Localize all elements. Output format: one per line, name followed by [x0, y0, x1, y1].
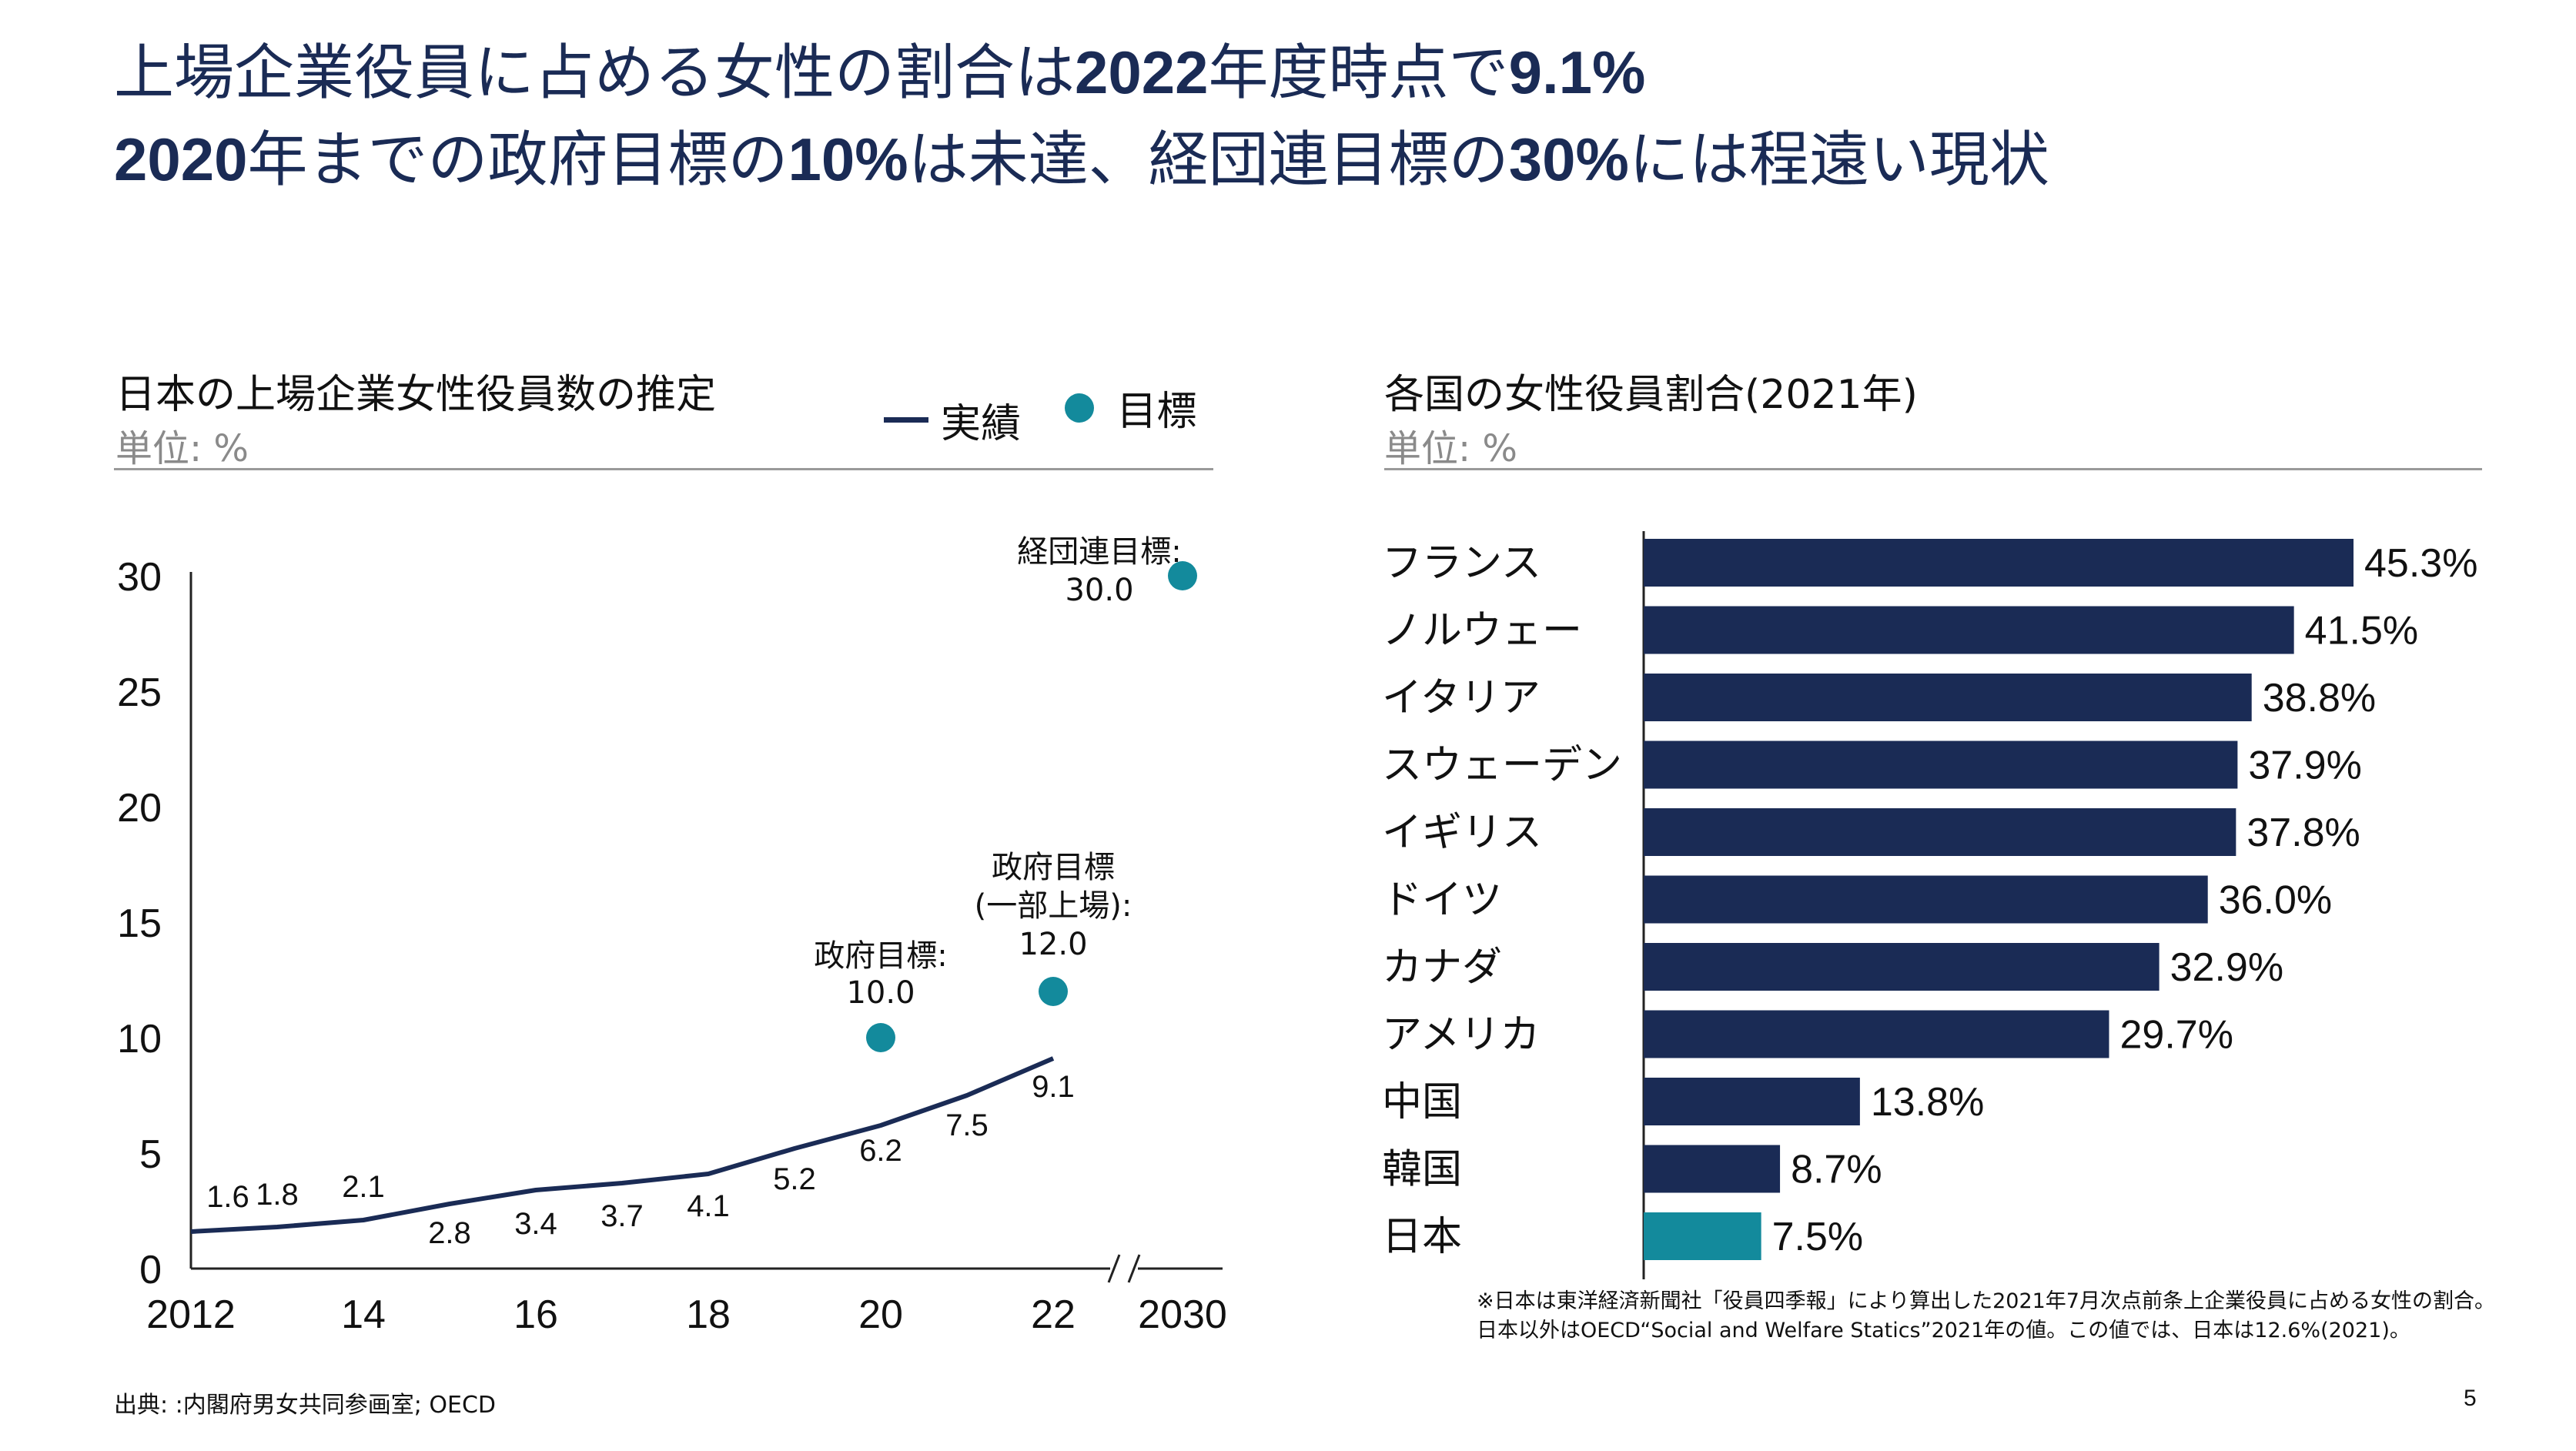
x-tick-label: 14 [341, 1292, 386, 1337]
target-label: (一部上場): [975, 888, 1132, 924]
bar-category-label: イギリス [1382, 810, 1542, 856]
page-headline: 上場企業役員に占める女性の割合は2022年度時点で9.1% 2020年までの政府… [114, 29, 2049, 203]
right-chart-unit: 単位: % [1384, 427, 1518, 470]
bar-value-label: 45.3% [2364, 541, 2477, 586]
legend-line-swatch [884, 416, 928, 423]
y-tick-label: 25 [117, 670, 162, 715]
bar [1644, 741, 2238, 789]
y-tick-label: 5 [139, 1132, 162, 1177]
data-label: 4.1 [687, 1189, 730, 1223]
bar-value-label: 37.8% [2246, 811, 2360, 855]
bar-category-label: 日本 [1382, 1214, 1462, 1260]
x-tick-label: 2012 [146, 1292, 236, 1337]
left-panel-rule [114, 468, 1213, 470]
legend-dot-swatch [1064, 393, 1094, 423]
target-label: 30.0 [1065, 573, 1133, 608]
footnote-line-2: 日本以外はOECD“Social and Welfare Statics”202… [1477, 1319, 2410, 1342]
left-chart-unit: 単位: % [115, 427, 249, 470]
x-tick-label: 16 [514, 1292, 558, 1337]
bar-value-label: 38.8% [2263, 676, 2376, 720]
target-marker [1168, 561, 1197, 590]
headline-line-1: 上場企業役員に占める女性の割合は2022年度時点で9.1% [114, 38, 1646, 108]
bar-value-label: 36.0% [2219, 878, 2332, 923]
bar-category-label: 中国 [1382, 1079, 1462, 1125]
y-tick-label: 15 [117, 901, 162, 946]
bar [1644, 606, 2294, 654]
data-label: 9.1 [1032, 1070, 1075, 1104]
bar-category-label: スウェーデン [1382, 743, 1622, 789]
y-tick-label: 20 [117, 786, 162, 831]
right-chart-title: 各国の女性役員割合(2021年) [1384, 372, 1918, 418]
axis-break-mark [1127, 1254, 1141, 1283]
bar-value-label: 41.5% [2305, 609, 2418, 654]
bar [1644, 808, 2236, 856]
bar [1644, 1078, 1860, 1125]
bar [1644, 875, 2208, 924]
bar-value-label: 8.7% [1791, 1148, 1882, 1192]
legend-target-label: 目標 [1116, 389, 1197, 435]
data-label: 2.1 [342, 1170, 385, 1204]
legend-actual: 実績 [884, 391, 1021, 449]
x-tick-label: 18 [686, 1292, 731, 1337]
target-marker [1039, 977, 1068, 1006]
page-number: 5 [2464, 1386, 2477, 1411]
x-tick-label: 20 [858, 1292, 903, 1337]
axis-break-mark [1107, 1254, 1121, 1283]
target-label: 政府目標: [814, 938, 947, 974]
source-note: 出典: :内閣府男女共同参画室; OECD [114, 1392, 497, 1419]
x-tick-label: 22 [1031, 1292, 1076, 1337]
y-tick-label: 0 [139, 1248, 162, 1292]
y-tick-label: 30 [117, 555, 162, 600]
target-marker [866, 1023, 895, 1052]
target-label: 政府目標 [992, 850, 1115, 885]
chart-legend: 実績 目標 [884, 379, 1228, 449]
bar [1644, 1212, 1761, 1260]
bar-value-label: 37.9% [2248, 744, 2361, 788]
data-label: 6.2 [859, 1134, 902, 1168]
bar [1644, 539, 2354, 587]
bar-category-label: ドイツ [1382, 878, 1502, 924]
x-tick-label: 2030 [1138, 1292, 1227, 1337]
data-label: 1.8 [256, 1178, 299, 1212]
actual-series-line [190, 1056, 1055, 1234]
legend-target: 目標 [1064, 379, 1197, 436]
bar-value-label: 13.8% [1871, 1080, 1984, 1125]
legend-actual-label: 実績 [941, 400, 1022, 447]
bar-category-label: フランス [1382, 540, 1541, 587]
bar-value-label: 29.7% [2119, 1013, 2233, 1058]
data-label: 3.4 [514, 1207, 557, 1241]
footnote-line-1: ※日本は東洋経済新聞社「役員四季報」により算出した2021年7月次点前条上企業役… [1477, 1289, 2495, 1313]
bar [1644, 674, 2252, 721]
bar [1644, 1010, 2109, 1058]
target-label: 経団連目標: [1017, 534, 1181, 570]
bar [1644, 1145, 1781, 1193]
bar-category-label: 韓国 [1382, 1147, 1462, 1193]
bar-category-label: ノルウェー [1382, 608, 1582, 654]
left-chart-title: 日本の上場企業女性役員数の推定 [115, 372, 717, 418]
footnote: ※日本は東洋経済新聞社「役員四季報」により算出した2021年7月次点前条上企業役… [1477, 1287, 2495, 1346]
right-panel-rule [1384, 468, 2482, 470]
target-label: 10.0 [846, 975, 915, 1011]
bar-value-label: 7.5% [1772, 1215, 1864, 1259]
bar-category-label: アメリカ [1382, 1012, 1540, 1058]
data-label: 7.5 [945, 1108, 989, 1142]
target-label: 12.0 [1019, 927, 1087, 962]
data-label: 3.7 [601, 1199, 644, 1233]
bar-category-label: イタリア [1382, 675, 1541, 721]
bar-value-label: 32.9% [2170, 945, 2283, 990]
bar [1644, 943, 2159, 991]
y-tick-label: 10 [117, 1017, 162, 1062]
data-label: 1.6 [206, 1180, 249, 1214]
headline-line-2: 2020年までの政府目標の10%は未達、経団連目標の30%には程遠い現状 [114, 125, 2049, 195]
data-label: 5.2 [773, 1162, 816, 1196]
data-label: 2.8 [428, 1216, 471, 1250]
bar-category-label: カナダ [1382, 944, 1502, 991]
